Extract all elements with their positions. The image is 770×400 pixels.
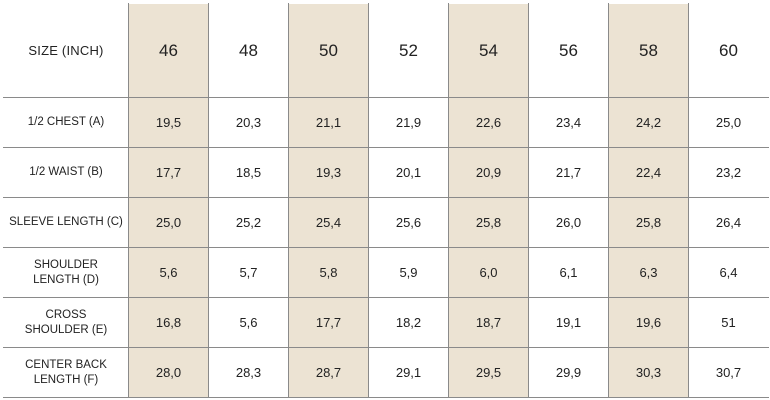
row-waist: 1/2 WAIST (B) 17,7 18,5 19,3 20,1 20,9 2… [3, 147, 769, 198]
table-cell: 29,9 [528, 347, 609, 398]
size-48-header: 48 [208, 3, 289, 98]
table-cell: 6,3 [608, 247, 689, 298]
table-cell: 21,9 [368, 97, 449, 148]
table-cell: 21,1 [288, 97, 369, 148]
row-cross-shoulder: CROSS SHOULDER (E) 16,8 5,6 17,7 18,2 18,… [3, 297, 769, 348]
table-cell: 22,4 [608, 147, 689, 198]
row-label-line: LENGTH (F) [33, 373, 99, 386]
table-cell: 25,6 [368, 197, 449, 248]
row-label-line: CENTER BACK [25, 358, 107, 371]
table-cell: 5,6 [208, 297, 289, 348]
table-cell: 17,7 [128, 147, 209, 198]
table-cell: 28,3 [208, 347, 289, 398]
table-cell: 5,7 [208, 247, 289, 298]
row-shoulder-length: SHOULDER LENGTH (D) 5,6 5,7 5,8 5,9 6,0 6… [3, 247, 769, 298]
table-cell: 19,5 [128, 97, 209, 148]
size-header-label: SIZE (INCH) [3, 3, 129, 98]
table-cell: 23,2 [688, 147, 769, 198]
table-cell: 28,0 [128, 347, 209, 398]
row-label-center-back-length: CENTER BACK LENGTH (F) [3, 347, 129, 398]
row-label-waist: 1/2 WAIST (B) [3, 147, 129, 198]
table-cell: 25,0 [688, 97, 769, 148]
size-46-header: 46 [128, 3, 209, 98]
row-sleeve-length: SLEEVE LENGTH (C) 25,0 25,2 25,4 25,6 25… [3, 197, 769, 248]
row-center-back-length: CENTER BACK LENGTH (F) 28,0 28,3 28,7 29,… [3, 347, 769, 398]
table-cell: 25,8 [608, 197, 689, 248]
table-cell: 25,8 [448, 197, 529, 248]
size-58-header: 58 [608, 3, 689, 98]
table-cell: 5,9 [368, 247, 449, 298]
table-cell: 19,1 [528, 297, 609, 348]
table-cell: 17,7 [288, 297, 369, 348]
row-label-line: SHOULDER (E) [24, 323, 108, 336]
size-chart-table: SIZE (INCH) 46 48 50 52 54 56 58 60 1/2 … [3, 3, 769, 398]
table-cell: 18,5 [208, 147, 289, 198]
table-cell: 6,0 [448, 247, 529, 298]
size-52-header: 52 [368, 3, 449, 98]
row-chest: 1/2 CHEST (A) 19,5 20,3 21,1 21,9 22,6 2… [3, 97, 769, 148]
table-cell: 5,8 [288, 247, 369, 298]
table-cell: 22,6 [448, 97, 529, 148]
table-cell: 29,1 [368, 347, 449, 398]
table-cell: 26,0 [528, 197, 609, 248]
row-label-line: SHOULDER [34, 258, 98, 271]
table-cell: 20,3 [208, 97, 289, 148]
row-label-chest: 1/2 CHEST (A) [3, 97, 129, 148]
table-cell: 25,4 [288, 197, 369, 248]
table-cell: 25,2 [208, 197, 289, 248]
table-cell: 6,1 [528, 247, 609, 298]
table-cell: 6,4 [688, 247, 769, 298]
row-label-cross-shoulder: CROSS SHOULDER (E) [3, 297, 129, 348]
table-cell: 23,4 [528, 97, 609, 148]
table-cell: 21,7 [528, 147, 609, 198]
table-cell: 20,9 [448, 147, 529, 198]
row-label-line: CROSS [45, 308, 87, 321]
size-60-header: 60 [688, 3, 769, 98]
header-row: SIZE (INCH) 46 48 50 52 54 56 58 60 [3, 3, 769, 98]
table-cell: 30,3 [608, 347, 689, 398]
table-cell: 25,0 [128, 197, 209, 248]
table-cell: 26,4 [688, 197, 769, 248]
table-cell: 20,1 [368, 147, 449, 198]
table-cell: 29,5 [448, 347, 529, 398]
size-50-header: 50 [288, 3, 369, 98]
row-label-shoulder-length: SHOULDER LENGTH (D) [3, 247, 129, 298]
table-cell: 51 [688, 297, 769, 348]
row-label-line: LENGTH (D) [33, 273, 99, 286]
table-cell: 30,7 [688, 347, 769, 398]
size-54-header: 54 [448, 3, 529, 98]
table-cell: 24,2 [608, 97, 689, 148]
table-cell: 19,6 [608, 297, 689, 348]
row-label-sleeve-length: SLEEVE LENGTH (C) [3, 197, 129, 248]
table-cell: 18,7 [448, 297, 529, 348]
table-cell: 28,7 [288, 347, 369, 398]
size-56-header: 56 [528, 3, 609, 98]
table-cell: 19,3 [288, 147, 369, 198]
table-cell: 18,2 [368, 297, 449, 348]
table-cell: 16,8 [128, 297, 209, 348]
table-cell: 5,6 [128, 247, 209, 298]
